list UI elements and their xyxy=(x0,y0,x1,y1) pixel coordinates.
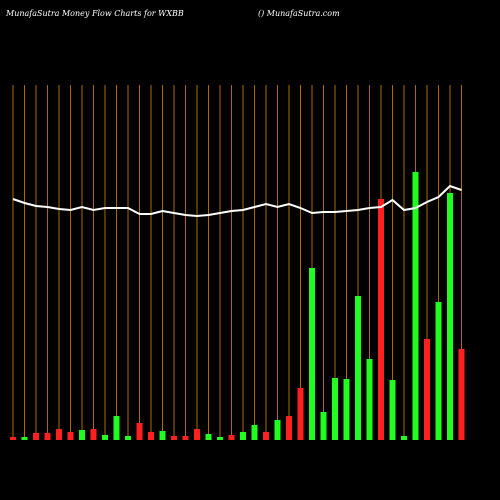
bar xyxy=(320,412,327,440)
chart-subtitle: () MunafaSutra.com xyxy=(258,9,340,18)
flow-line xyxy=(12,184,462,218)
bar xyxy=(205,434,212,440)
bar xyxy=(297,388,304,440)
bar xyxy=(240,432,246,440)
bar xyxy=(251,425,258,440)
bar xyxy=(90,429,97,440)
bar xyxy=(125,436,131,440)
bar xyxy=(366,359,373,440)
bar xyxy=(113,416,120,440)
bar xyxy=(159,431,166,440)
bar xyxy=(10,437,16,440)
bar xyxy=(44,433,51,440)
bar xyxy=(343,379,350,440)
bar xyxy=(412,172,419,440)
bar xyxy=(332,378,338,440)
bar xyxy=(458,349,465,440)
bar xyxy=(194,429,200,440)
bar xyxy=(67,432,74,440)
bar xyxy=(274,420,281,440)
bar xyxy=(286,416,292,440)
bar xyxy=(435,302,442,440)
bar xyxy=(228,435,235,440)
bar xyxy=(79,430,85,440)
bar xyxy=(21,437,28,440)
bar xyxy=(447,193,453,440)
bar xyxy=(263,432,269,440)
bar xyxy=(309,268,315,440)
bar xyxy=(171,436,177,440)
chart-title: MunafaSutra Money Flow Charts for WXBB xyxy=(5,9,184,18)
bar xyxy=(148,432,154,440)
bar xyxy=(355,296,361,440)
bar xyxy=(102,435,108,440)
bar xyxy=(401,436,407,440)
bar xyxy=(33,433,39,440)
bar xyxy=(56,429,62,440)
bar xyxy=(136,423,143,440)
bar xyxy=(217,437,223,440)
bar xyxy=(424,339,430,440)
bar xyxy=(378,199,384,440)
bar xyxy=(389,380,396,440)
bar xyxy=(182,436,189,440)
